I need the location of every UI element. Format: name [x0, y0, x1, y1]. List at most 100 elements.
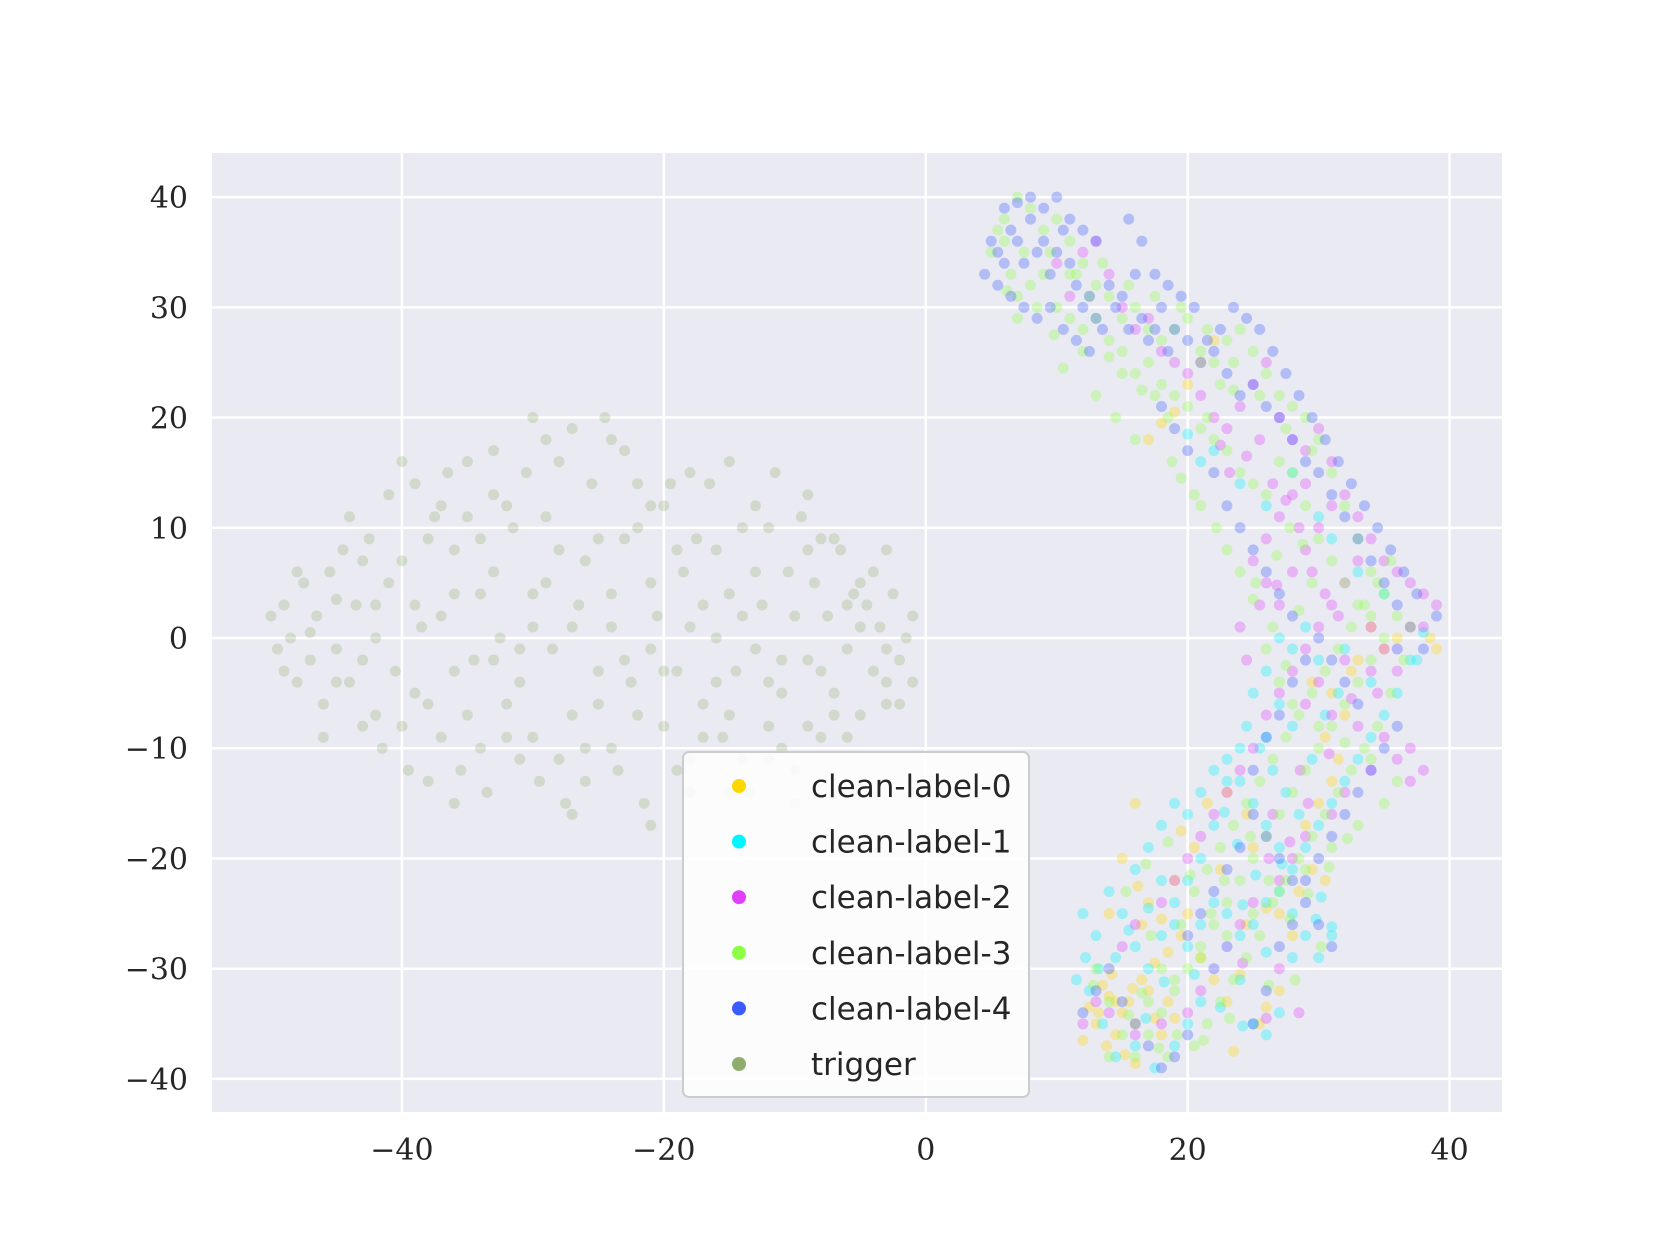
data-point — [1149, 323, 1161, 335]
data-point — [566, 423, 578, 435]
data-point — [645, 819, 657, 831]
data-point — [1234, 764, 1246, 776]
data-point — [448, 544, 460, 556]
data-point — [1077, 301, 1089, 313]
data-point — [311, 610, 323, 622]
y-axis-ticks: −40 −30 −20 −10 0 10 20 30 40 — [125, 181, 188, 1098]
data-point — [1365, 731, 1377, 743]
data-point — [1195, 390, 1207, 402]
data-point — [1070, 279, 1082, 291]
data-point — [1254, 434, 1266, 446]
data-point — [1313, 720, 1325, 732]
data-point — [710, 632, 722, 644]
data-point — [579, 742, 591, 754]
data-point — [605, 621, 617, 633]
data-point — [1276, 858, 1288, 870]
data-point — [278, 665, 290, 677]
data-point — [1391, 775, 1403, 787]
data-point — [998, 257, 1010, 269]
legend-box — [682, 751, 1030, 1098]
data-point — [1129, 1018, 1141, 1030]
data-point — [1378, 588, 1390, 600]
data-point — [1365, 621, 1377, 633]
data-point — [1326, 720, 1338, 732]
data-point — [1221, 753, 1233, 765]
data-point — [1129, 434, 1141, 446]
data-point — [1132, 880, 1144, 892]
data-point — [874, 621, 886, 633]
data-point — [1162, 412, 1174, 424]
data-point — [402, 764, 414, 776]
data-point — [1254, 930, 1266, 942]
data-point — [1293, 709, 1305, 721]
data-point — [992, 279, 1004, 291]
data-point — [1313, 919, 1325, 931]
data-point — [1260, 946, 1272, 958]
data-point — [1201, 863, 1213, 875]
data-point — [1404, 577, 1416, 589]
data-point — [455, 764, 467, 776]
data-point — [1234, 478, 1246, 490]
data-point — [1247, 764, 1259, 776]
data-point — [1110, 996, 1122, 1008]
data-point — [1142, 334, 1154, 346]
data-point — [370, 709, 382, 721]
data-point — [1116, 941, 1128, 953]
data-point — [1195, 345, 1207, 357]
data-point — [841, 731, 853, 743]
data-point — [304, 627, 316, 638]
data-point — [1080, 952, 1092, 964]
data-point — [632, 478, 644, 490]
data-point — [998, 202, 1010, 214]
data-point — [422, 775, 434, 787]
data-point — [1345, 621, 1357, 633]
data-point — [435, 500, 447, 512]
data-point — [1293, 808, 1305, 820]
data-point — [1404, 742, 1416, 754]
legend-label: clean-label-4 — [811, 991, 1011, 1027]
data-point — [1011, 197, 1023, 209]
data-point — [723, 456, 735, 468]
data-point — [1378, 555, 1390, 567]
data-point — [1155, 401, 1167, 413]
data-point — [1116, 852, 1128, 864]
data-point — [1326, 500, 1338, 512]
legend-marker — [732, 1057, 746, 1071]
data-point — [1247, 808, 1259, 820]
data-point — [664, 478, 676, 490]
data-point — [815, 731, 827, 743]
data-point — [1273, 599, 1285, 611]
data-point — [553, 753, 565, 765]
data-point — [1260, 566, 1272, 578]
data-point — [1208, 356, 1220, 368]
data-point — [566, 808, 578, 820]
data-point — [1273, 709, 1285, 721]
data-point — [592, 665, 604, 677]
data-point — [1398, 566, 1410, 578]
data-point — [1208, 963, 1220, 975]
y-tick-label: 10 — [150, 512, 188, 547]
y-tick-label: 40 — [150, 181, 188, 216]
data-point — [1070, 268, 1082, 280]
data-point — [304, 654, 316, 666]
data-point — [357, 654, 369, 666]
data-point — [1136, 974, 1148, 986]
data-point — [1221, 423, 1233, 435]
data-point — [1431, 599, 1443, 611]
data-point — [1300, 764, 1312, 776]
data-point — [1077, 908, 1089, 920]
data-point — [1378, 742, 1390, 754]
data-point — [632, 709, 644, 721]
data-point — [828, 533, 840, 545]
data-point — [619, 654, 631, 666]
data-point — [795, 511, 807, 523]
data-point — [1365, 610, 1377, 622]
data-point — [848, 588, 860, 600]
data-point — [1247, 544, 1259, 556]
data-point — [1286, 786, 1298, 798]
data-point — [1090, 963, 1102, 975]
data-point — [1267, 345, 1279, 357]
data-point — [1025, 202, 1037, 214]
data-point — [1077, 224, 1089, 236]
data-point — [1182, 875, 1194, 887]
